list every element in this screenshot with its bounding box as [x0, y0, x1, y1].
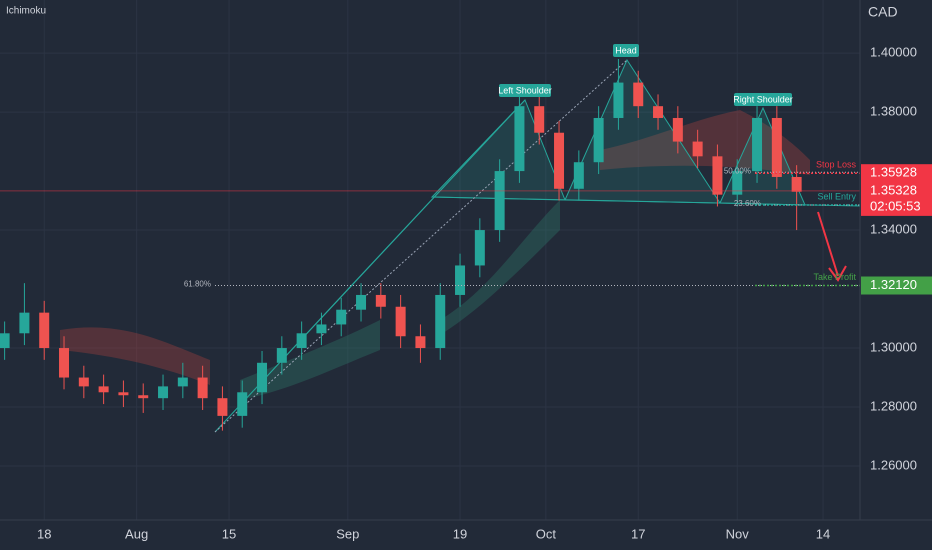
candle-body	[672, 117, 683, 142]
x-tick-label: Sep	[336, 526, 359, 541]
candle-body	[791, 176, 802, 192]
candle-body	[534, 106, 545, 133]
candle-body	[573, 162, 584, 189]
candle-body	[257, 362, 268, 393]
candle-body	[138, 395, 149, 399]
candle-body	[593, 117, 604, 163]
pattern-label: Left Shoulder	[498, 85, 552, 95]
y-tick-label: 1.38000	[870, 104, 917, 119]
x-tick-label: Oct	[536, 526, 557, 541]
axis: 1.26000 1.28000 1.30000 1.34000 1.38000 1.400…	[37, 45, 932, 541]
x-tick-label: 17	[631, 526, 645, 541]
cloud-red	[60, 327, 210, 385]
candle-body	[296, 333, 307, 349]
y-tick-label: 1.28000	[870, 398, 917, 413]
fib-label: 50.00%	[724, 166, 751, 175]
candle-body	[78, 377, 89, 387]
price-tag	[861, 276, 932, 295]
y-tick-label: 1.40000	[870, 45, 917, 60]
candle-body	[653, 106, 664, 118]
price-tag	[861, 181, 932, 216]
pattern-label: Head	[615, 45, 637, 55]
candle-body	[752, 117, 763, 172]
y-axis-label: CAD	[868, 4, 898, 20]
candle-body	[554, 132, 565, 189]
candle-body	[771, 117, 782, 177]
candle-body	[613, 82, 624, 118]
arrow-shaft	[817, 211, 839, 277]
candle-body	[395, 306, 406, 337]
level-name: Stop Loss	[816, 160, 857, 170]
candle-body	[118, 392, 129, 396]
candle-body	[19, 312, 30, 334]
candle-body	[0, 333, 10, 349]
candle-body	[633, 82, 644, 107]
candle-body	[39, 312, 50, 349]
label-bg	[613, 44, 639, 57]
candle-body	[356, 294, 367, 310]
candle-body	[455, 265, 466, 295]
price-axis	[860, 0, 932, 550]
x-tick-label: 14	[816, 526, 830, 541]
level-name: Take Profit	[813, 272, 856, 282]
arrow-head	[828, 265, 847, 282]
fib-label: 61.80%	[184, 280, 211, 289]
x-tick-label: Nov	[726, 526, 750, 541]
x-tick-label: 19	[453, 526, 467, 541]
candle-body	[59, 348, 70, 378]
y-tick-label: 1.26000	[870, 457, 917, 472]
candle-body	[98, 386, 109, 393]
candle-body	[415, 336, 426, 349]
candle-body	[435, 294, 446, 349]
candle-body	[712, 156, 723, 195]
candle-body	[375, 294, 386, 307]
overlay: Left Shoulder Head Right Shoulder 61.80%…	[0, 44, 860, 289]
y-tick-label: 1.30000	[870, 339, 917, 354]
candle-body	[276, 348, 287, 363]
price-tag	[861, 164, 932, 183]
candle-body	[217, 398, 228, 416]
label-bg	[499, 84, 551, 97]
price-tag-label: 1.35928	[870, 165, 917, 180]
candle-body	[336, 309, 347, 325]
candle-body	[474, 230, 485, 266]
trend-line	[214, 59, 628, 433]
candle-body	[514, 106, 525, 172]
candle-body	[494, 171, 505, 231]
x-tick-label: 18	[37, 526, 51, 541]
level-name: Sell Entry	[817, 191, 856, 201]
candle-body	[158, 386, 169, 399]
candle-body	[177, 377, 188, 387]
fib-label: 23.60%	[734, 199, 761, 208]
current-price-label: 1.35328	[870, 182, 917, 197]
countdown: 02:05:53	[870, 198, 921, 213]
candle-body	[237, 392, 248, 416]
pattern-drawing	[214, 58, 861, 433]
cloud-green	[440, 200, 560, 335]
x-tick-label: Aug	[125, 526, 148, 541]
candle-body	[316, 324, 327, 334]
indicator-title: Ichimoku	[6, 6, 46, 17]
label-bg	[734, 93, 792, 106]
candle-body	[732, 171, 743, 195]
x-tick-label: 15	[222, 526, 236, 541]
candle-body	[692, 141, 703, 157]
candle-body	[197, 377, 208, 399]
pattern-label: Right Shoulder	[733, 94, 793, 104]
price-tag-label: 1.32120	[870, 277, 917, 292]
candles	[0, 58, 802, 431]
cloud-green	[240, 320, 380, 400]
y-tick-label: 1.34000	[870, 221, 917, 236]
